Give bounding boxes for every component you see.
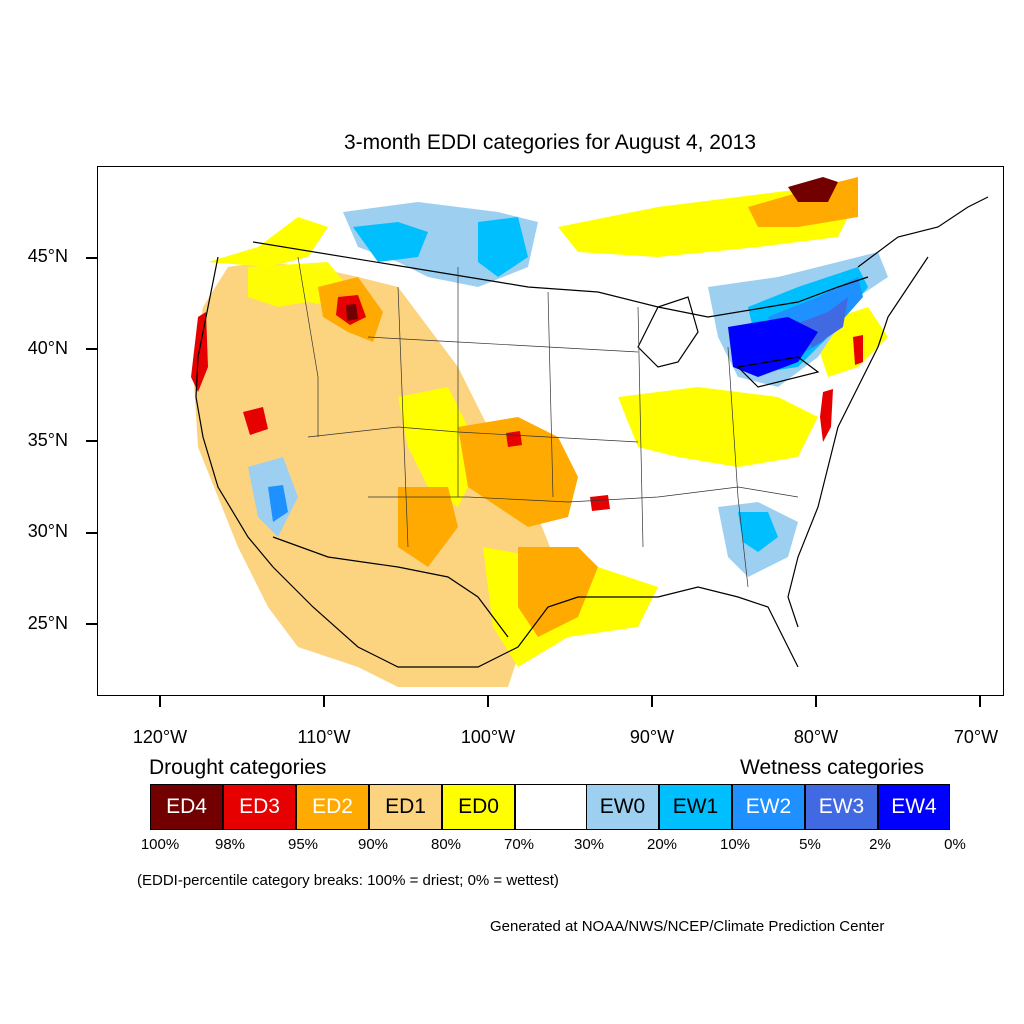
percentile-label: 2% [869,836,891,853]
drought-heading: Drought categories [149,756,327,779]
lon-tick [651,696,653,707]
legend-ew1: EW1 [659,784,732,830]
lon-label: 100°W [460,727,516,747]
lon-tick [979,696,981,707]
ed4-region-canada [788,177,838,202]
ed3-region-kansas [506,431,522,447]
ew1-region-north [353,222,428,262]
percentile-label: 0% [944,836,966,853]
state-border [727,346,749,588]
lon-tick [159,696,161,707]
ew4-region-lakes [728,317,818,377]
lat-tick [86,623,97,625]
eddi-map-canvas [191,177,989,687]
lon-label: 90°W [629,727,675,747]
legend-ew0: EW0 [586,784,659,830]
state-border [368,486,799,503]
boundaries [195,196,989,668]
legend-ed1: ED1 [369,784,442,830]
mexico-border [272,536,509,638]
lon-tick [323,696,325,707]
lat-tick [86,257,97,259]
legend-ed2: ED2 [296,784,369,830]
lat-label: 45°N [27,246,68,266]
percentile-label: 70% [503,836,535,853]
percentile-label: 90% [357,836,389,853]
credit-line: Generated at NOAA/NWS/NCEP/Climate Predi… [490,918,885,935]
category-note: (EDDI-percentile category breaks: 100% =… [137,872,559,889]
percentile-label: 100% [140,836,180,853]
ed3-region-new-england [853,335,863,365]
state-border [297,256,319,437]
legend-ew4: EW4 [878,784,950,830]
lat-label: 40°N [27,338,68,358]
percentile-label: 80% [430,836,462,853]
east-coastline [787,256,929,628]
lat-label: 25°N [27,613,68,633]
ew1-region-southeast [738,512,778,552]
state-border [367,336,639,353]
lon-label: 80°W [793,727,839,747]
state-border [397,286,409,548]
legend-ed4: ED4 [150,784,223,830]
ed2-region-southwest [398,487,458,567]
legend-ed0: ED0 [442,784,515,830]
eddi-map [97,166,1004,696]
percentile-label: 95% [287,836,319,853]
lat-label: 30°N [27,521,68,541]
ed0-region-ohio [618,387,818,467]
lon-label: 120°W [132,727,188,747]
ew2-region-california [268,485,288,522]
canada-coast [857,196,989,268]
lon-tick [487,696,489,707]
state-borders [297,256,799,588]
percentile-label: 5% [799,836,821,853]
percentile-label: 10% [719,836,751,853]
legend-neutral [515,784,588,830]
legend-ew2: EW2 [732,784,805,830]
lat-label: 35°N [27,430,68,450]
percentile-label: 98% [214,836,246,853]
ed3-region-arkansas [590,495,610,511]
wetness-heading: Wetness categories [740,756,925,779]
lon-label: 70°W [953,727,999,747]
great-lakes-shore [637,296,699,368]
percentile-label: 20% [646,836,678,853]
state-border [547,291,554,498]
ed4-region-montana [346,304,358,321]
lat-tick [86,532,97,534]
ed2-region-texas [518,547,598,637]
legend-ew3: EW3 [805,784,878,830]
percentile-label: 30% [573,836,605,853]
ed3-region-nevada [243,407,268,435]
lake-erie-shore [736,356,820,388]
lat-tick [86,348,97,350]
lon-tick [815,696,817,707]
ed0-region-northwest [208,217,328,267]
ew1-region-canada [478,217,528,277]
ed2-region-plains [458,417,578,527]
legend-ed3: ED3 [223,784,296,830]
ed3-region-mid-atlantic [820,389,833,442]
gulf-coastline [272,566,799,668]
map-title: 3-month EDDI categories for August 4, 20… [343,131,757,154]
lon-label: 110°W [297,727,351,747]
state-border [637,306,644,548]
category-fields [191,177,888,687]
lat-tick [86,440,97,442]
west-coastline [195,256,274,568]
ed1-region-west [193,262,558,687]
